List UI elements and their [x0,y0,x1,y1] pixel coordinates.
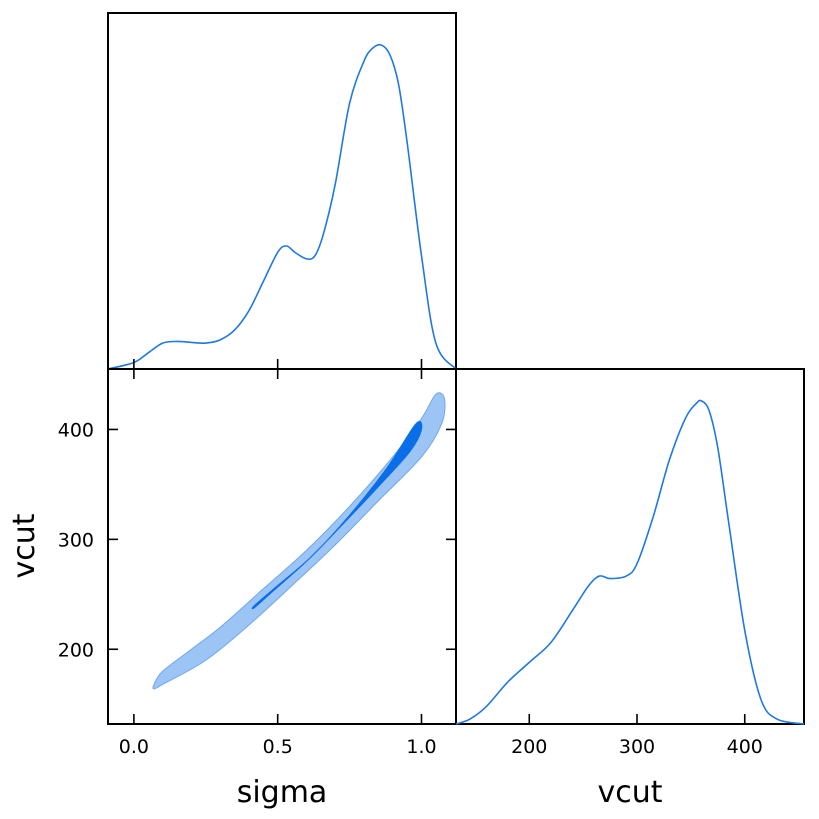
vcut-marginal-curve [455,399,805,725]
sigma-marginal-frame [107,12,457,370]
vcut-marginal-panel: 200 300 400 vcut [455,368,805,810]
sigma-marginal-panel [107,12,457,370]
sigma-tick-label: 1.0 [406,736,436,758]
contour-inner [251,420,423,610]
joint-contours [152,392,446,690]
vcut-tick-label: 300 [58,529,94,551]
vcut-tick-label: 400 [58,419,94,441]
contour-outer [152,392,446,690]
vcut-x-tick-label: 300 [619,736,655,758]
sigma-tick-label: 0.5 [263,736,293,758]
sigma-marginal-curve [107,43,457,370]
joint-panel: 0.0 0.5 1.0 200 300 400 sigma vcut [7,359,457,810]
vcut-x-tick-label: 400 [727,736,763,758]
vcut-x-ticks: 200 300 400 [511,714,763,758]
vcut-tick-label: 200 [58,639,94,661]
vcut-marginal-frame [455,368,805,725]
sigma-tick-label: 0.0 [119,736,149,758]
sigma-axis-label: sigma [237,775,328,810]
vcut-x-tick-label: 200 [511,736,547,758]
vcut-axis-label-y: vcut [7,513,42,578]
sigma-x-ticks: 0.0 0.5 1.0 [119,359,437,758]
vcut-axis-label-x: vcut [597,775,662,810]
vcut-y-ticks: 200 300 400 [58,419,456,661]
joint-frame [107,368,457,725]
